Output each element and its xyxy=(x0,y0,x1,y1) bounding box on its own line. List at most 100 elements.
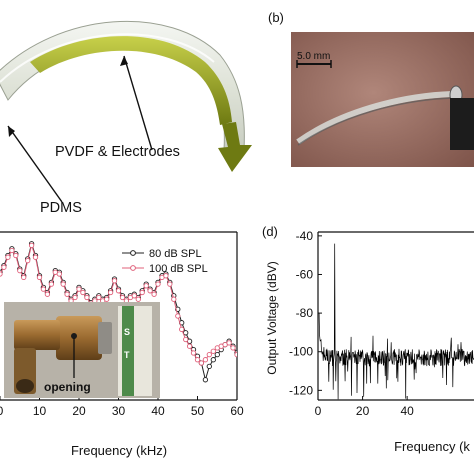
panel-c-ticks: 0 10 20 30 40 50 60 xyxy=(0,396,244,418)
legend-marker-100db xyxy=(130,265,136,271)
inset-microphone-stem xyxy=(14,320,60,350)
inset-microphone-body xyxy=(56,316,102,360)
series-1-point xyxy=(210,348,216,354)
pvdf-label: PVDF & Electrodes xyxy=(55,144,180,160)
panel-d-ylabel: Output Voltage (dBV) xyxy=(265,261,279,374)
panel-d-xtick-label: 20 xyxy=(356,404,370,418)
series-1-point xyxy=(175,313,181,319)
panel-d-frame xyxy=(317,231,474,401)
inset-opening-mark xyxy=(71,333,77,339)
panel-c-xtick-label: 50 xyxy=(191,404,205,418)
panel-d-xtick-label: 0 xyxy=(315,404,322,418)
series-1-point xyxy=(28,242,35,249)
series-1-point xyxy=(21,274,27,281)
series-0-point xyxy=(206,363,212,370)
photo-clamp xyxy=(450,98,474,150)
series-1-point xyxy=(40,286,47,292)
tube-highlight xyxy=(0,33,215,83)
series-1-point xyxy=(0,271,3,277)
series-1-point xyxy=(230,345,236,351)
series-1-point xyxy=(198,360,205,366)
legend-label-100db: 100 dB SPL xyxy=(149,263,208,275)
inset-ruler-letter-t: T xyxy=(124,350,130,360)
inset-microphone-cap xyxy=(98,322,112,354)
series-1-point xyxy=(115,288,122,294)
panel-c-xtick-label: 30 xyxy=(112,404,126,418)
photo-tube-shade xyxy=(297,97,453,146)
series-1-point xyxy=(131,293,137,299)
series-1-point xyxy=(111,278,118,284)
series-1-point xyxy=(194,357,201,363)
panel-c-inset-photo: S T opening xyxy=(4,302,160,398)
panel-d-tag: (d) xyxy=(262,224,278,239)
photo-tube xyxy=(296,91,453,145)
panel-d-ytick-label: -60 xyxy=(296,267,314,281)
panel-c-series xyxy=(0,241,237,383)
series-1-point xyxy=(76,286,82,292)
series-1-point xyxy=(135,296,141,302)
pdms-label: PDMS xyxy=(40,200,82,216)
panel-a-schematic: PVDF & Electrodes PDMS xyxy=(0,20,252,216)
panel-c-xtick-label: 0 xyxy=(0,404,4,418)
series-1-point xyxy=(234,351,237,358)
series-1-point xyxy=(202,357,209,363)
legend-label-80db: 80 dB SPL xyxy=(149,248,202,260)
series-0-point xyxy=(214,351,220,358)
photo-background xyxy=(291,32,474,167)
panel-c-legend: 80 dB SPL 100 dB SPL xyxy=(122,248,208,275)
series-1-point xyxy=(179,326,185,333)
panel-d-ytick-label: -80 xyxy=(296,306,314,320)
series-1-point xyxy=(107,289,114,296)
series-1-point xyxy=(1,264,7,270)
pvdf-pointer xyxy=(123,55,153,151)
panel-d-series xyxy=(318,243,474,400)
pdms-pointer xyxy=(7,125,63,203)
inset-opening-label: opening xyxy=(44,380,91,394)
series-1-point xyxy=(56,271,62,277)
series-1-point xyxy=(119,294,126,301)
series-1-point xyxy=(13,252,19,259)
series-1-point xyxy=(151,291,157,297)
series-1-point xyxy=(17,267,23,274)
panel-d-ytick-label: -100 xyxy=(289,345,313,359)
panel-c-xlabel: Frequency (kHz) xyxy=(71,443,167,458)
scale-bar-label: 5.0 mm xyxy=(297,51,330,62)
legend-marker-80db xyxy=(130,250,136,256)
series-1-point xyxy=(139,289,145,296)
series-1-point xyxy=(64,291,70,297)
series-1-point xyxy=(163,273,169,279)
panel-c-xtick-label: 40 xyxy=(151,404,165,418)
series-1-point xyxy=(206,351,212,358)
series-1-point xyxy=(25,257,31,264)
series-1-point xyxy=(186,343,193,349)
series-1-point xyxy=(60,281,66,287)
series-1-point xyxy=(183,336,189,343)
panel-d-xlabel: Frequency (k xyxy=(394,439,470,454)
series-1-point xyxy=(9,247,15,254)
series-1-point xyxy=(155,281,161,287)
series-1-point xyxy=(171,296,177,302)
panel-b-photo: (b) 5.0 mm xyxy=(268,10,474,167)
series-1-point xyxy=(36,274,43,281)
pvdf-film xyxy=(30,36,232,125)
series-0-point xyxy=(202,377,209,383)
inset-connector-face xyxy=(16,379,34,393)
panel-c-xtick-label: 10 xyxy=(33,404,47,418)
panel-c-xtick-label: 60 xyxy=(230,404,244,418)
series-1-point xyxy=(104,296,110,302)
spectrum-line xyxy=(318,243,474,400)
panel-d-xtick-label: 40 xyxy=(400,404,414,418)
series-0-point xyxy=(210,357,216,363)
pvdf-pointer-head xyxy=(120,56,128,66)
series-1-point xyxy=(84,294,90,301)
series-1-point xyxy=(32,254,39,260)
series-1-point xyxy=(5,254,11,260)
series-1-point xyxy=(143,283,149,289)
panel-c-xtick-label: 20 xyxy=(72,404,86,418)
series-1-point xyxy=(48,281,55,287)
inset-ruler-letter-s: S xyxy=(124,327,130,337)
